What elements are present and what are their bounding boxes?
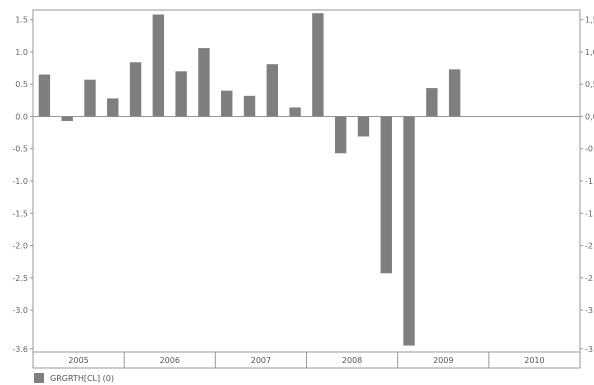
left-tick-label: -2.0 xyxy=(12,242,28,251)
bar xyxy=(175,71,187,117)
right-tick-label: -2. xyxy=(585,242,594,251)
left-tick-label: 0.0 xyxy=(15,112,28,121)
left-y-axis: 1.5 1.0 0.5 0.0 -0.5 -1.0 -1.5 -2.0 -2.5 -3.0 -3.6 xyxy=(12,16,33,354)
right-tick-label: 1,0 xyxy=(585,48,594,57)
left-tick-label: -1.0 xyxy=(12,177,28,186)
left-tick-label: -2.5 xyxy=(12,274,28,283)
x-axis-years: 2005 2006 2007 2008 2009 2010 xyxy=(68,352,545,368)
bar xyxy=(243,95,256,117)
bar xyxy=(152,14,165,117)
right-tick-label: -0. xyxy=(585,145,594,154)
bar xyxy=(312,13,324,117)
right-tick-label: -3. xyxy=(585,306,594,315)
right-tick-label: -1. xyxy=(585,177,594,186)
right-tick-label: -1. xyxy=(585,209,594,218)
bar xyxy=(129,62,142,117)
bar xyxy=(38,74,51,117)
year-label: 2008 xyxy=(342,356,362,365)
left-tick-label: -0.5 xyxy=(12,145,28,154)
bar xyxy=(334,116,347,154)
right-tick-label: -2. xyxy=(585,274,594,283)
bar xyxy=(426,88,438,117)
left-tick-label: 0.5 xyxy=(15,80,28,89)
bar xyxy=(403,116,415,346)
bar xyxy=(221,90,233,117)
year-label: 2009 xyxy=(433,356,453,365)
right-tick-label: 1,5 xyxy=(585,16,594,25)
left-tick-label: -1.5 xyxy=(12,209,28,218)
bar xyxy=(357,116,370,137)
left-tick-label: 1.0 xyxy=(15,48,28,57)
year-label: 2007 xyxy=(251,356,271,365)
legend: GRGRTH[CL] (0) xyxy=(34,373,114,383)
legend-swatch xyxy=(34,373,44,383)
bar xyxy=(380,116,392,274)
bar xyxy=(61,116,73,121)
bar xyxy=(448,69,461,117)
year-label: 2006 xyxy=(160,356,180,365)
left-tick-label: 1.5 xyxy=(15,16,28,25)
bar xyxy=(266,64,279,117)
bar xyxy=(84,79,96,117)
right-tick-label: -3. xyxy=(585,345,594,354)
right-tick-label: 0,0 xyxy=(585,112,594,121)
bar xyxy=(198,48,210,117)
legend-label: GRGRTH[CL] (0) xyxy=(50,373,114,383)
left-tick-label: -3.0 xyxy=(12,306,28,315)
year-label: 2010 xyxy=(524,356,544,365)
right-tick-label: 0,5 xyxy=(585,80,594,89)
left-tick-label: -3.6 xyxy=(12,345,28,354)
plot-area xyxy=(32,9,581,353)
bar xyxy=(107,98,119,117)
right-y-axis: 1,5 1,0 0,5 0,0 -0. -1. -1. -2. -2. -3. -3. xyxy=(580,16,594,354)
bar xyxy=(289,107,301,117)
year-label: 2005 xyxy=(68,356,88,365)
bar-series xyxy=(38,13,461,346)
